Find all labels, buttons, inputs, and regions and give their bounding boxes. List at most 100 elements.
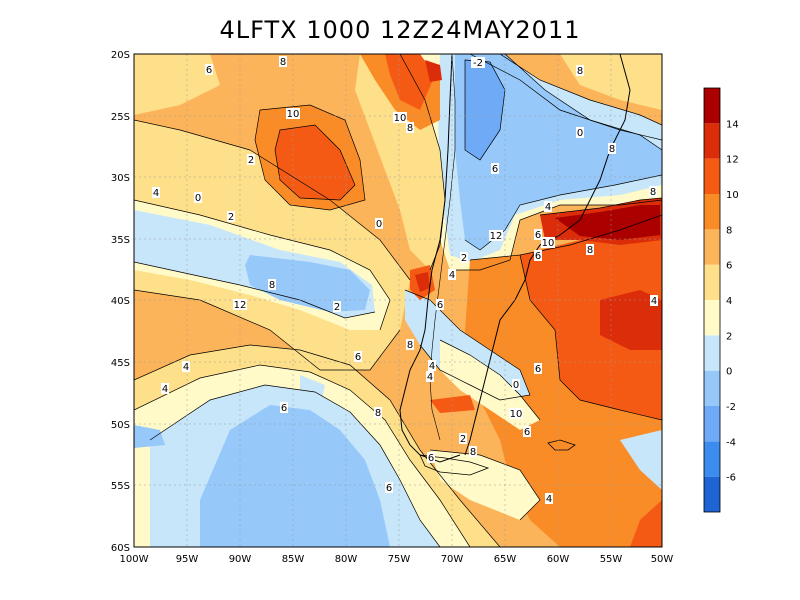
contour-line [134,261,376,319]
field-region-north-core [465,60,505,160]
contour-lines [134,54,662,547]
colorbar: -6 -4 -2 0 2 4 6 8 10 12 14 [703,87,739,513]
colorbar-label: 10 [726,190,739,201]
colorbar-label: 0 [726,367,732,378]
contour-label-bg [161,383,169,394]
contour-label: 12 [490,231,503,242]
field-region-east-maximum [555,205,660,240]
colorbar-label: 14 [726,119,739,130]
contour-label-bg [428,360,436,371]
colorbar-swatch [704,441,720,477]
latitude-axis: 20S 25S 30S 35S 40S 45S 50S 55S 60S [111,50,130,554]
contour-label-bg [545,493,553,504]
contour-label-bg [247,154,255,165]
contour-label: 6 [386,483,392,494]
contour-line [450,199,662,271]
field-region-southeast-lightblue [620,430,662,490]
contour-label: 4 [183,362,189,373]
contour-label: 8 [577,66,583,77]
contour-label: 8 [375,408,381,419]
contour-label-bg [448,269,456,280]
contour-line [464,174,662,251]
contour-label-bg [509,408,523,419]
contour-label-bg [491,163,499,174]
colorbar-swatch [704,264,720,300]
contour-label: -2 [473,58,483,69]
field-region-east-secondary-core [600,290,662,350]
lon-label: 85W [282,554,305,565]
colorbar-label: 2 [726,331,732,342]
contour-label: 4 [427,372,433,383]
colorbar-label: 6 [726,261,732,272]
contour-line [469,214,662,261]
field-region-south-core-b [415,272,430,292]
contour-label: 8 [587,245,593,256]
contour-line [539,197,662,216]
contour-label-bg [194,192,202,203]
lon-label: 75W [388,554,411,565]
colorbar-label: -6 [726,473,736,484]
contour-label: 6 [535,364,541,375]
contour-label: 6 [492,164,498,175]
lat-label: 20S [111,50,130,61]
contour-label-bg [586,244,594,255]
contour-label-bg [534,250,542,261]
gridlines [134,54,662,547]
contour-label: 6 [535,251,541,262]
contour-label: 4 [545,202,551,213]
lon-label: 90W [229,554,252,565]
contour-label: 6 [428,453,434,464]
longitude-axis: 100W 95W 90W 85W 80W 75W 70W 65W 60W 55W… [120,554,674,565]
lon-label: 70W [441,554,464,565]
contour-label: 0 [195,193,201,204]
contour-line [134,289,401,371]
contour-label: 4 [449,270,455,281]
lon-label: 60W [547,554,570,565]
contour-line [134,119,411,281]
contour-label-bg [406,339,414,350]
colorbar-swatch [704,229,720,265]
contour-label: 6 [281,403,287,414]
contour-label: 0 [577,128,583,139]
contour-line [439,339,541,421]
contour-label: 4 [162,384,168,395]
field-region-south-hot-a [430,395,475,413]
contour-label-bg [233,299,247,310]
contour-label-bg [576,127,584,138]
colorbar-swatch [704,158,720,194]
contour-label: 2 [334,302,340,313]
contour-label-bg [268,279,276,290]
contour-label: 8 [407,340,413,351]
contour-label: 8 [407,123,413,134]
contour-label: 4 [651,296,657,307]
lon-label: 50W [651,554,674,565]
contour-label: 0 [376,219,382,230]
contour-label-bg [608,143,616,154]
contour-line [274,124,356,201]
colorbar-swatch [704,370,720,406]
contour-label: 6 [535,230,541,241]
contour-label-bg [576,65,584,76]
colorbar-swatch [704,194,720,230]
contour-label: 2 [461,253,467,264]
contour-label-bg [333,301,341,312]
contour-label-bg [459,433,467,444]
field-region-far-southwest [134,425,165,448]
colorbar-swatch [704,88,720,124]
field-region-northwest-corner [134,54,220,115]
contour-label-bg [523,426,531,437]
contour-label-bg [354,351,362,362]
contour-label-bg [374,407,382,418]
contour-label-bg [489,230,503,241]
lon-label: 65W [494,554,517,565]
contour-label: 2 [228,212,234,223]
field-region-southeast-edge [630,500,662,547]
contour-label-bg [279,56,287,67]
map-frame [133,53,663,548]
contour-line [360,54,446,271]
contour-line [464,59,506,161]
lat-label: 25S [111,112,130,123]
contour-label-bg [460,252,468,263]
contour-label-bg [393,112,407,123]
